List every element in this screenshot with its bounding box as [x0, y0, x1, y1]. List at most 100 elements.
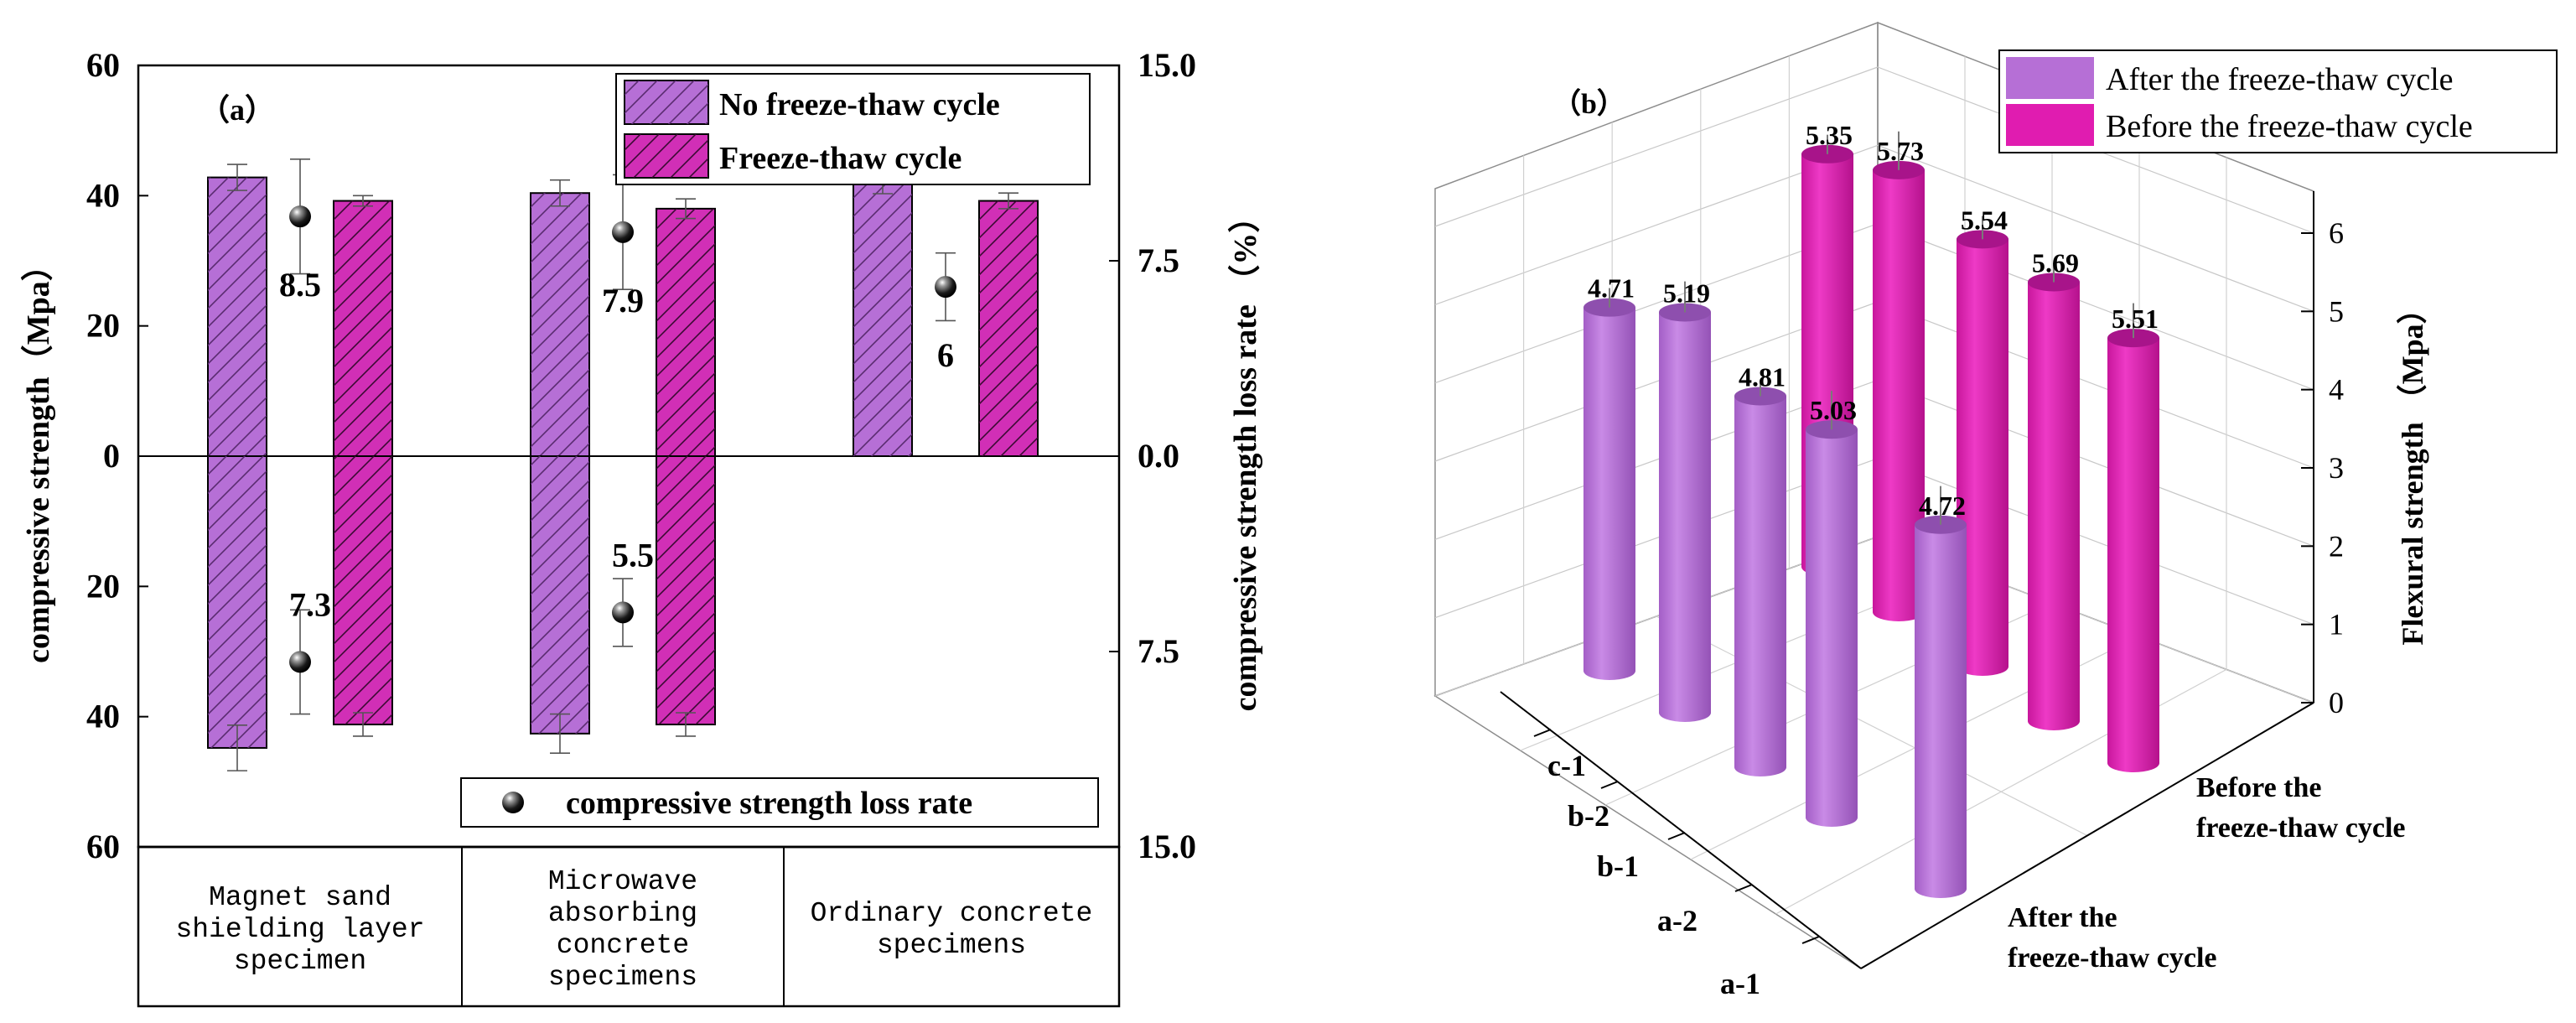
- cylinder-body: [2107, 338, 2159, 773]
- bar-lower-hatch: [531, 456, 589, 734]
- row-tick-mark: [1533, 729, 1552, 737]
- category-label: specimens: [877, 930, 1026, 961]
- loss-rate-label: 8.5: [279, 266, 321, 304]
- grid-line-right-wall: [1877, 301, 2314, 469]
- row-tick-mark: [1600, 781, 1619, 789]
- bar-lower-hatch: [208, 456, 267, 748]
- row-tick-label: b-2: [1568, 799, 1609, 833]
- cylinder-body: [1659, 312, 1711, 722]
- z-tick-label: 4: [2329, 373, 2344, 407]
- z-tick-label: 5: [2329, 294, 2344, 328]
- bar-upper-hatch: [979, 200, 1038, 456]
- category-label: specimens: [548, 962, 697, 993]
- loss-rate-point: [289, 205, 311, 228]
- z-tick-label: 1: [2329, 608, 2344, 641]
- bar-series: [207, 164, 1039, 771]
- left-tick-label: 0: [103, 437, 120, 475]
- category-label: Microwave: [548, 866, 697, 897]
- y-axis-label-right: compressive strength loss rate （%）: [1228, 201, 1263, 712]
- cylinder-value-label: 5.54: [1961, 205, 2008, 235]
- loss-rate-point: [935, 276, 956, 299]
- cylinder-value-label: 5.19: [1663, 278, 1710, 309]
- loss-rate-label: 5.5: [612, 536, 654, 574]
- category-label: concrete: [557, 930, 689, 961]
- legend-swatch-freeze-hatch: [625, 134, 708, 178]
- cylinder-body: [1583, 307, 1635, 680]
- legend-marker-label: compressive strength loss rate: [566, 786, 972, 821]
- cylinder-value-label: 5.51: [2112, 304, 2159, 334]
- cylinder-value-label: 4.81: [1739, 361, 1786, 392]
- row-tick-mark: [1667, 832, 1686, 840]
- row-axis-line: [1500, 691, 1862, 969]
- bar-lower-hatch: [656, 456, 715, 724]
- grid-line-right-wall: [1877, 144, 2314, 312]
- column-label: After the: [2008, 902, 2117, 933]
- legend-b: After the freeze-thaw cycle Before the f…: [1998, 49, 2558, 153]
- z-axis-label: Flexural strength （Mpa）: [2396, 293, 2429, 645]
- panel-label-a: （a）: [200, 93, 275, 127]
- row-axis-ticks: c-1 b-2 b-1 a-2 a-1: [1500, 691, 1862, 1000]
- left-axis-ticks: 60 40 20 0 20 40 60: [86, 46, 148, 865]
- legend-swatch-no-freeze-hatch: [625, 80, 708, 124]
- bar-upper-hatch: [334, 200, 392, 456]
- category-label: Magnet sand: [209, 882, 391, 913]
- category-label: Ordinary concrete: [811, 898, 1093, 929]
- cylinder-body: [1957, 239, 2008, 676]
- z-tick-label: 2: [2329, 529, 2344, 563]
- legend-swatch-after: [2006, 57, 2094, 99]
- category-label: absorbing: [548, 898, 697, 929]
- panel-label-b: （b）: [1552, 87, 1625, 120]
- cylinder-body: [1734, 396, 1786, 776]
- grid-line-right-wall: [1877, 458, 2314, 626]
- column-label: freeze-thaw cycle: [2196, 813, 2406, 844]
- bar-lower-hatch: [334, 456, 392, 724]
- legend-swatch-before: [2006, 104, 2094, 146]
- column-labels: Before the freeze-thaw cycle After the free…: [1860, 702, 2406, 974]
- legend-label-before: Before the freeze-thaw cycle: [2106, 109, 2473, 144]
- right-tick-label: 0.0: [1138, 437, 1179, 475]
- grid-line-right-wall: [1877, 223, 2314, 391]
- legend-label-freeze: Freeze-thaw cycle: [719, 141, 961, 176]
- cylinder-value-label: 4.72: [1919, 491, 1966, 521]
- bar-upper-hatch: [531, 193, 589, 456]
- column-label: freeze-thaw cycle: [2008, 943, 2217, 974]
- legend-marker-ball: [502, 792, 524, 813]
- row-tick-mark: [1801, 936, 1820, 944]
- cylinder-value-label: 5.73: [1877, 136, 1924, 166]
- left-tick-label: 60: [86, 828, 120, 865]
- z-tick-label: 3: [2329, 451, 2344, 485]
- row-tick-mark: [1734, 884, 1753, 892]
- panel-b: 0 1 2 3 4 5 6 Flexural strength （Mpa） c-1 b-2 b-…: [1433, 21, 2558, 1000]
- cylinder-body: [1806, 429, 1858, 827]
- loss-rate-point: [612, 601, 634, 624]
- legend-label-after: After the freeze-thaw cycle: [2106, 62, 2454, 97]
- right-tick-label: 15.0: [1138, 46, 1196, 84]
- legend-a: No freeze-thaw cycle Freeze-thaw cycle: [615, 73, 1091, 185]
- row-tick-label: b-1: [1597, 849, 1639, 883]
- cylinder-body: [1915, 524, 1967, 898]
- bar-upper-hatch: [853, 184, 912, 456]
- y-axis-label-left: compressive strength（Mpa）: [21, 249, 56, 663]
- loss-rate-label: 7.9: [602, 282, 644, 319]
- left-tick-label: 60: [86, 46, 120, 84]
- bar-upper-hatch: [656, 208, 715, 456]
- left-tick-label: 40: [86, 176, 120, 214]
- left-tick-label: 20: [86, 307, 120, 345]
- grid-line-right-wall: [1877, 379, 2314, 547]
- cylinder-body: [2028, 282, 2080, 730]
- z-axis-ticks: 0 1 2 3 4 5 6: [2301, 191, 2344, 719]
- loss-rate-markers: 8.5 7.3 7.9 5.5 6: [279, 158, 956, 715]
- z-tick-label: 0: [2329, 686, 2344, 719]
- right-tick-label: 15.0: [1138, 828, 1196, 865]
- cylinders: 5.35 5.73 5.54 5.69 5.51 4.71 5.19 4.81 5.03 4.72: [1583, 120, 2159, 898]
- loss-rate-label: 7.3: [289, 585, 331, 623]
- cylinder-value-label: 5.03: [1810, 395, 1857, 425]
- loss-rate-point: [612, 221, 634, 243]
- category-label: shielding layer: [175, 914, 424, 945]
- legend-label-no-freeze: No freeze-thaw cycle: [719, 87, 1000, 122]
- cylinder-value-label: 5.35: [1806, 120, 1853, 150]
- loss-rate-point: [289, 651, 311, 673]
- row-tick-label: a-1: [1720, 967, 1760, 1000]
